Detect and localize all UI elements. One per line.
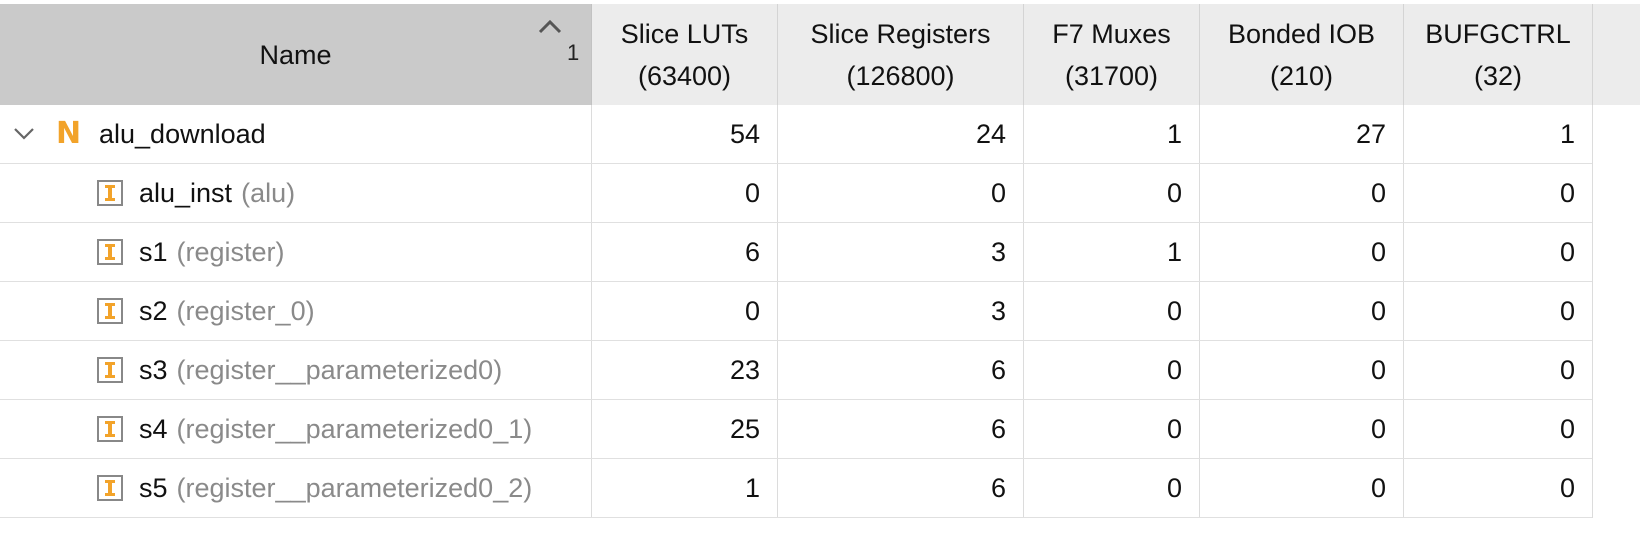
row-label: alu_download (99, 105, 266, 163)
cell-bufgctrl: 0 (1404, 400, 1593, 458)
instance-icon (97, 416, 123, 442)
sort-order-index: 1 (567, 40, 580, 65)
instance-name: s3 (139, 354, 168, 385)
netlist-top-icon: N (56, 116, 82, 151)
table-row[interactable]: s4 (register__parameterized0_1) 25 6 0 0… (0, 400, 1593, 459)
cell-slice-luts: 25 (592, 400, 778, 458)
column-title: Bonded IOB (1227, 18, 1376, 49)
name-cell: s4 (register__parameterized0_1) (0, 400, 592, 458)
sort-ascending-icon (538, 19, 562, 34)
table-row[interactable]: s5 (register__parameterized0_2) 1 6 0 0 … (0, 459, 1593, 518)
column-total: (63400) (637, 60, 732, 91)
cell-bufgctrl: 0 (1404, 282, 1593, 340)
table-row[interactable]: s3 (register__parameterized0) 23 6 0 0 0 (0, 341, 1593, 400)
cell-bufgctrl: 0 (1404, 341, 1593, 399)
cell-bufgctrl: 0 (1404, 223, 1593, 281)
column-title: Slice Registers (810, 18, 991, 49)
column-header-slice-registers[interactable]: Slice Registers (126800) (778, 4, 1024, 105)
name-cell: s1 (register) (0, 223, 592, 281)
cell-bufgctrl: 0 (1404, 164, 1593, 222)
instance-name: s1 (139, 236, 168, 267)
column-header-filler (1593, 4, 1640, 105)
column-header-slice-luts[interactable]: Slice LUTs (63400) (592, 4, 778, 105)
column-header-f7-muxes[interactable]: F7 Muxes (31700) (1024, 4, 1200, 105)
row-label: s3 (register__parameterized0) (139, 341, 502, 399)
instance-icon (97, 180, 123, 206)
cell-f7-muxes: 0 (1024, 164, 1200, 222)
column-title: Slice LUTs (620, 18, 749, 49)
cell-slice-luts: 0 (592, 282, 778, 340)
module-name: (alu) (241, 177, 296, 208)
cell-slice-registers: 3 (778, 282, 1024, 340)
column-title: BUFGCTRL (1425, 18, 1571, 49)
table-header: Name 1 Slice LUTs (63400) Slice Register… (0, 4, 1640, 105)
cell-slice-registers: 6 (778, 341, 1024, 399)
cell-f7-muxes: 0 (1024, 459, 1200, 517)
cell-slice-registers: 3 (778, 223, 1024, 281)
cell-slice-registers: 6 (778, 459, 1024, 517)
cell-slice-registers: 24 (778, 105, 1024, 163)
table-row[interactable]: s1 (register) 6 3 1 0 0 (0, 223, 1593, 282)
cell-f7-muxes: 1 (1024, 223, 1200, 281)
cell-slice-luts: 23 (592, 341, 778, 399)
row-label: s2 (register_0) (139, 282, 315, 340)
column-header-bufgctrl[interactable]: BUFGCTRL (32) (1404, 4, 1593, 105)
row-label: alu_inst (alu) (139, 164, 295, 222)
instance-icon (97, 475, 123, 501)
name-cell: alu_inst (alu) (0, 164, 592, 222)
cell-f7-muxes: 0 (1024, 341, 1200, 399)
row-label: s4 (register__parameterized0_1) (139, 400, 532, 458)
table-row[interactable]: alu_inst (alu) 0 0 0 0 0 (0, 164, 1593, 223)
cell-bonded-iob: 0 (1200, 341, 1404, 399)
cell-bonded-iob: 0 (1200, 282, 1404, 340)
column-title: F7 Muxes (1052, 18, 1171, 49)
cell-f7-muxes: 1 (1024, 105, 1200, 163)
table-row[interactable]: N alu_download 54 24 1 27 1 (0, 105, 1593, 164)
column-header-name-label: Name (259, 39, 332, 70)
instance-icon (97, 239, 123, 265)
cell-bonded-iob: 27 (1200, 105, 1404, 163)
cell-bonded-iob: 0 (1200, 459, 1404, 517)
instance-name: alu_download (99, 118, 266, 149)
cell-slice-luts: 0 (592, 164, 778, 222)
column-header-name[interactable]: Name 1 (0, 4, 592, 105)
module-name: (register) (176, 236, 285, 267)
column-total: (31700) (1064, 60, 1159, 91)
module-name: (register__parameterized0) (176, 354, 503, 385)
name-cell: s2 (register_0) (0, 282, 592, 340)
instance-name: s2 (139, 295, 168, 326)
name-cell: s5 (register__parameterized0_2) (0, 459, 592, 517)
module-name: (register_0) (176, 295, 315, 326)
column-total: (210) (1269, 60, 1334, 91)
cell-slice-luts: 54 (592, 105, 778, 163)
module-name: (register__parameterized0_1) (176, 413, 533, 444)
cell-bonded-iob: 0 (1200, 400, 1404, 458)
table-row[interactable]: s2 (register_0) 0 3 0 0 0 (0, 282, 1593, 341)
instance-name: s4 (139, 413, 168, 444)
name-cell: s3 (register__parameterized0) (0, 341, 592, 399)
column-total: (126800) (846, 60, 955, 91)
cell-bufgctrl: 0 (1404, 459, 1593, 517)
name-cell: N alu_download (0, 105, 592, 163)
instance-name: alu_inst (139, 177, 233, 208)
table-right-border (1592, 105, 1593, 518)
cell-slice-registers: 0 (778, 164, 1024, 222)
column-total: (32) (1473, 60, 1522, 91)
row-label: s5 (register__parameterized0_2) (139, 459, 532, 517)
module-name: (register__parameterized0_2) (176, 472, 533, 503)
cell-bufgctrl: 1 (1404, 105, 1593, 163)
cell-f7-muxes: 0 (1024, 282, 1200, 340)
cell-slice-luts: 6 (592, 223, 778, 281)
cell-bonded-iob: 0 (1200, 164, 1404, 222)
instance-name: s5 (139, 472, 168, 503)
cell-slice-luts: 1 (592, 459, 778, 517)
instance-icon (97, 298, 123, 324)
cell-bonded-iob: 0 (1200, 223, 1404, 281)
cell-slice-registers: 6 (778, 400, 1024, 458)
chevron-down-icon[interactable] (12, 123, 36, 143)
cell-f7-muxes: 0 (1024, 400, 1200, 458)
row-label: s1 (register) (139, 223, 285, 281)
column-header-bonded-iob[interactable]: Bonded IOB (210) (1200, 4, 1404, 105)
instance-icon (97, 357, 123, 383)
